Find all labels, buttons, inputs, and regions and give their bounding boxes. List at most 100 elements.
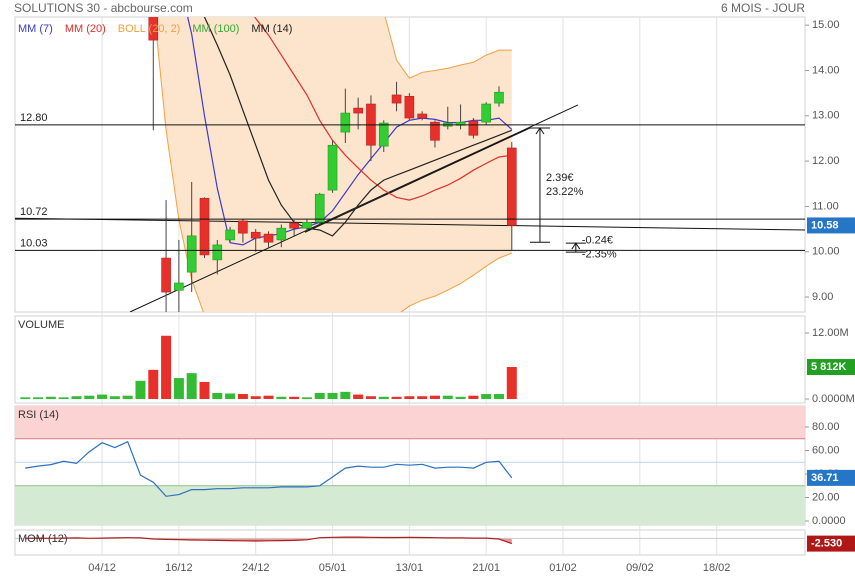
y-tick-label: 0.0000M — [812, 393, 855, 405]
period-label: 6 MOIS - JOUR — [721, 1, 805, 15]
moving-average — [203, 17, 513, 237]
candle-body — [276, 227, 287, 241]
legend-entry: MM (14) — [251, 23, 292, 35]
candle-body — [250, 231, 261, 239]
y-tick-label: 10.00 — [812, 246, 840, 258]
volume-bar — [506, 367, 517, 399]
candle-body — [404, 96, 415, 119]
y-tick-label: 80.00 — [812, 421, 840, 433]
volume-bar — [468, 395, 479, 399]
volume-bar — [212, 392, 223, 399]
volume-bar — [378, 396, 389, 399]
y-tick-label: 13.00 — [812, 110, 840, 122]
panel-frame — [14, 16, 806, 313]
candle-body — [238, 220, 248, 234]
volume-bar — [20, 397, 31, 399]
last-value-label: 10.58 — [811, 219, 839, 231]
legend-entry: BOLL (20, 2) — [118, 23, 181, 35]
volume-bar — [33, 397, 44, 399]
panel-frame — [14, 315, 806, 404]
candle-body — [468, 120, 479, 136]
x-tick-label: 04/12 — [88, 562, 116, 574]
volume-bar — [365, 396, 376, 399]
measure-label: -2.35% — [582, 249, 617, 261]
last-value-tag — [807, 217, 855, 234]
page-title: SOLUTIONS 30 - abcbourse.com — [14, 1, 193, 15]
y-tick-label: 12.00 — [812, 155, 840, 167]
legend-entry: MM (7) — [18, 23, 53, 35]
candle-body — [174, 282, 184, 291]
support-label: 12.80 — [20, 112, 48, 124]
panel-title: RSI (14) — [18, 409, 59, 421]
last-value-label: 36.71 — [811, 472, 839, 484]
support-label: 10.03 — [20, 237, 48, 249]
volume-bar — [148, 369, 159, 399]
last-value-label: -2.530 — [811, 538, 842, 550]
candle-body — [212, 244, 223, 261]
measure-label: -0.24€ — [582, 235, 613, 247]
x-tick-label: 13/01 — [396, 562, 424, 574]
measure-arrow — [571, 242, 581, 250]
volume-plot — [20, 335, 517, 399]
candle-body — [161, 257, 171, 293]
volume-bar — [122, 395, 133, 399]
volume-bar — [84, 395, 95, 399]
candle-body — [263, 233, 274, 243]
trend-line — [129, 104, 579, 312]
price-plot — [15, 17, 805, 312]
volume-bar — [135, 380, 146, 399]
last-value-label: 5 812K — [811, 361, 847, 373]
volume-bar — [250, 396, 261, 399]
y-tick-label: 9.00 — [812, 291, 833, 303]
y-tick-label: 20.00 — [812, 491, 840, 503]
measure-arrow — [535, 127, 545, 135]
candle-body — [302, 221, 312, 229]
volume-bar — [404, 396, 415, 399]
legend-entry: MM (100) — [192, 23, 239, 35]
volume-bar — [71, 396, 82, 399]
y-tick-label: 15.00 — [812, 19, 840, 31]
panel-title: VOLUME — [18, 319, 64, 331]
panel-frame — [14, 529, 806, 556]
indicator-plot — [15, 406, 805, 525]
volume-bar — [225, 393, 236, 399]
trend-line — [304, 127, 531, 233]
oversold-zone — [15, 485, 805, 525]
last-value-tag — [807, 359, 855, 376]
volume-bar — [442, 395, 453, 399]
volume-bar — [109, 396, 120, 399]
volume-bar — [353, 394, 364, 399]
indicator-line — [25, 440, 513, 497]
volume-bar — [417, 396, 428, 399]
measure-label: 2.39€ — [546, 172, 574, 184]
candle-body — [430, 121, 440, 141]
volume-bar — [327, 392, 338, 399]
y-tick-label: 0.0000 — [812, 515, 846, 527]
legend-entry: MM (20) — [65, 23, 106, 35]
y-tick-label: 60.00 — [812, 444, 840, 456]
volume-bar — [173, 378, 184, 399]
candle-body — [391, 94, 402, 104]
x-tick-label: 05/01 — [319, 562, 347, 574]
volume-bar — [97, 394, 108, 399]
y-tick-label: 14.00 — [812, 64, 840, 76]
volume-bar — [429, 395, 440, 399]
volume-bar — [314, 392, 325, 399]
indicator-line — [25, 536, 513, 545]
y-tick-label: 11.00 — [812, 200, 839, 212]
volume-bar — [455, 396, 466, 399]
volume-bar — [493, 394, 504, 399]
candle-body — [186, 235, 197, 273]
candle-body — [378, 122, 389, 147]
candle-body — [225, 229, 235, 241]
volume-bar — [289, 396, 300, 399]
volume-bar — [301, 397, 312, 399]
candle-body — [148, 17, 159, 41]
support-label: 10.72 — [20, 206, 48, 218]
volume-bar — [391, 396, 402, 399]
candle-body — [494, 91, 504, 104]
trend-line — [15, 217, 805, 231]
measure-label: 23.22% — [546, 186, 584, 198]
x-tick-label: 16/12 — [165, 562, 193, 574]
